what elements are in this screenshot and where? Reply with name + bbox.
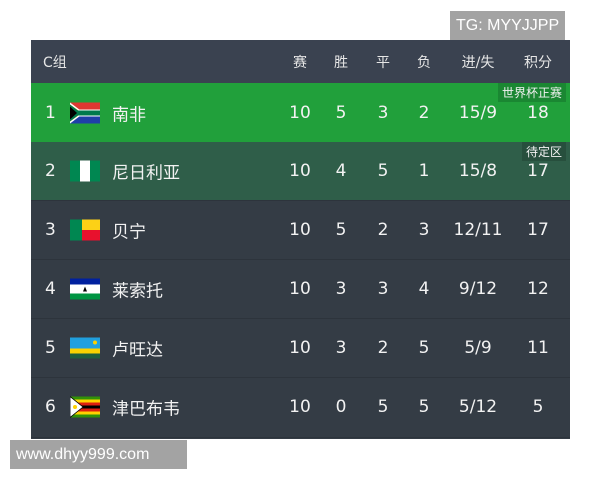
lost-value: 1 xyxy=(418,161,430,181)
table-row[interactable]: 5 卢旺达 10 3 2 5 5/9 11 xyxy=(31,318,570,378)
drawn-value: 2 xyxy=(377,219,389,240)
won-value: 5 xyxy=(335,219,347,240)
team-name[interactable]: 津巴布韦 xyxy=(112,399,180,420)
lost-value: 5 xyxy=(418,337,430,358)
goals-value: 15/9 xyxy=(458,102,498,123)
status-badge: 待定区 xyxy=(521,142,566,161)
team-name[interactable]: 卢旺达 xyxy=(112,340,163,360)
rwanda-flag-icon xyxy=(70,337,100,358)
col-goals: 进/失 xyxy=(461,54,495,71)
points-value: 11 xyxy=(527,337,549,358)
lost-value: 2 xyxy=(418,102,430,123)
rank: 2 xyxy=(45,161,56,181)
table-row[interactable]: 6 津巴布韦 10 0 5 5 5/12 5 xyxy=(31,377,570,438)
south-africa-flag-icon xyxy=(70,102,100,123)
won-value: 3 xyxy=(335,278,347,299)
played-value: 10 xyxy=(289,397,311,417)
rank: 1 xyxy=(45,102,56,123)
group-label: C组 xyxy=(43,54,67,71)
table-row[interactable]: 2 尼日利亚 10 4 5 1 15/8 17 待定区 xyxy=(31,142,570,201)
status-badge: 世界杯正赛 xyxy=(497,83,566,102)
points-value: 5 xyxy=(532,397,544,417)
drawn-value: 3 xyxy=(377,278,389,299)
goals-value: 9/12 xyxy=(458,278,498,299)
goals-value: 15/8 xyxy=(458,161,498,181)
rank: 6 xyxy=(45,397,56,417)
rank: 5 xyxy=(45,337,56,358)
rank: 3 xyxy=(45,219,56,240)
team-name[interactable]: 南非 xyxy=(112,105,146,125)
won-value: 4 xyxy=(335,161,347,181)
col-won: 胜 xyxy=(334,54,348,71)
points-value: 17 xyxy=(527,219,549,240)
played-value: 10 xyxy=(289,278,311,299)
points-value: 18 xyxy=(527,102,549,123)
points-value: 12 xyxy=(527,278,549,299)
table-row[interactable]: 4 莱索托 10 3 3 4 9/12 12 xyxy=(31,259,570,319)
drawn-value: 3 xyxy=(377,102,389,123)
watermark-top: TG: MYYJJPP xyxy=(450,11,566,40)
table-row[interactable]: 1 南非 10 5 3 2 15/9 18 世界杯正赛 xyxy=(31,83,570,143)
drawn-value: 5 xyxy=(377,397,389,417)
col-drawn: 平 xyxy=(376,54,390,71)
lost-value: 3 xyxy=(418,219,430,240)
group-standings-table: C组 赛 胜 平 负 进/失 积分 1 南非 10 5 3 2 15/9 18 世界杯正赛 2 尼日… xyxy=(31,40,570,439)
drawn-value: 2 xyxy=(377,337,389,358)
played-value: 10 xyxy=(289,161,311,181)
watermark-bottom: www.dhyy999.com xyxy=(10,440,187,469)
lesotho-flag-icon xyxy=(70,278,100,299)
lost-value: 4 xyxy=(418,278,430,299)
points-value: 17 xyxy=(527,161,549,181)
table-header: C组 赛 胜 平 负 进/失 积分 xyxy=(31,40,570,84)
rank: 4 xyxy=(45,278,56,299)
nigeria-flag-icon xyxy=(70,160,100,182)
table-row[interactable]: 3 贝宁 10 5 2 3 12/11 17 xyxy=(31,200,570,260)
team-name[interactable]: 贝宁 xyxy=(112,222,146,242)
won-value: 0 xyxy=(335,397,347,417)
benin-flag-icon xyxy=(70,219,100,240)
won-value: 3 xyxy=(335,337,347,358)
played-value: 10 xyxy=(289,337,311,358)
team-name[interactable]: 莱索托 xyxy=(112,281,163,301)
goals-value: 12/11 xyxy=(453,219,503,240)
played-value: 10 xyxy=(289,219,311,240)
won-value: 5 xyxy=(335,102,347,123)
drawn-value: 5 xyxy=(377,161,389,181)
zimbabwe-flag-icon xyxy=(69,395,100,419)
lost-value: 5 xyxy=(418,397,430,417)
played-value: 10 xyxy=(289,102,311,123)
team-name[interactable]: 尼日利亚 xyxy=(112,163,180,184)
goals-value: 5/9 xyxy=(464,337,492,358)
col-played: 赛 xyxy=(293,54,307,71)
goals-value: 5/12 xyxy=(458,397,498,417)
col-points: 积分 xyxy=(524,54,552,71)
col-lost: 负 xyxy=(417,54,431,71)
